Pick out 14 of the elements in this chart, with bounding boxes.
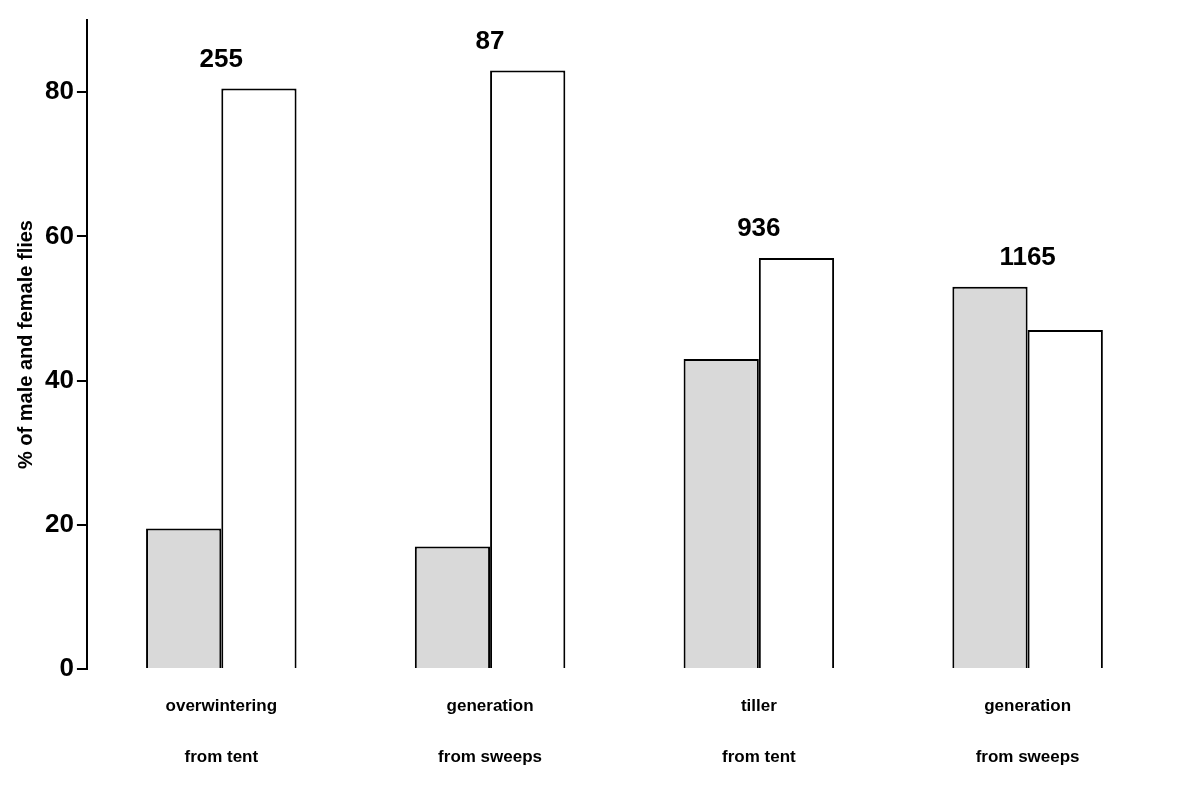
annotation: 255 <box>199 42 243 73</box>
y-tick-label: 60 <box>45 219 74 250</box>
y-tick-label: 80 <box>45 75 74 106</box>
y-axis-title: % of male and female flies <box>13 220 36 469</box>
y-tick-label: 40 <box>45 363 74 394</box>
annotation: 936 <box>737 212 781 243</box>
annotation: 87 <box>475 24 505 55</box>
category-label: generation from sweeps <box>975 696 1080 767</box>
category-label: generation from sweeps <box>438 696 543 767</box>
y-tick-label: 20 <box>45 507 74 538</box>
category-label: overwintering from tent <box>165 696 278 767</box>
y-tick-label: 0 <box>59 652 74 683</box>
annotation: 1165 <box>999 240 1056 271</box>
category-label: tiller from tent <box>722 696 796 767</box>
